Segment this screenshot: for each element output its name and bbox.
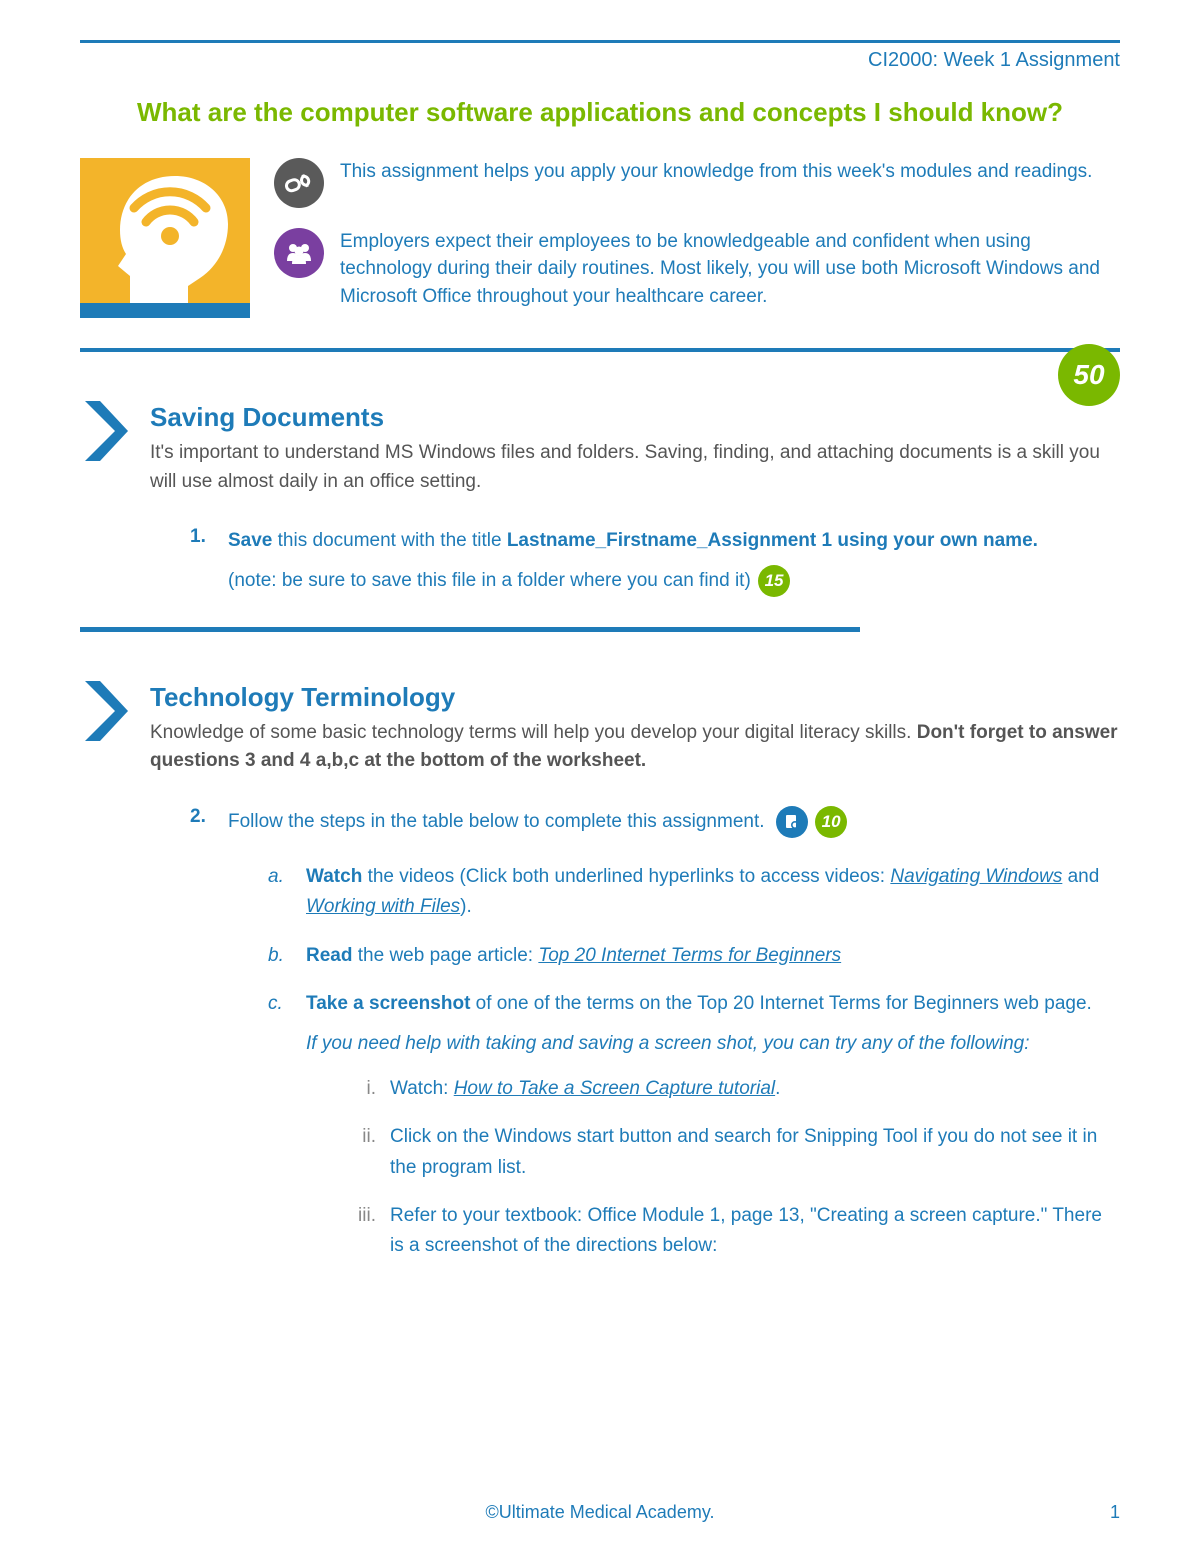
task-1-bold: Lastname_Firstname_Assignment 1 using yo… [507, 530, 1038, 551]
task-2-points-badge: 10 [815, 806, 847, 838]
intro-item-link: This assignment helps you apply your kno… [274, 158, 1120, 208]
sub-b-body: Read the web page article: Top 20 Intern… [306, 941, 1120, 971]
section2-desc-plain: Knowledge of some basic technology terms… [150, 722, 917, 743]
sub-b-mid: the web page article: [352, 945, 538, 966]
sub-c-hint: If you need help with taking and saving … [306, 1029, 1120, 1059]
sub-a-mid1: the videos (Click both underlined hyperl… [362, 866, 890, 887]
roman-iii: iii. Refer to your textbook: Office Modu… [346, 1201, 1120, 1262]
task-1-number: 1. [190, 526, 216, 596]
link-screen-capture-tutorial[interactable]: How to Take a Screen Capture tutorial [454, 1078, 775, 1099]
task-2: 2. Follow the steps in the table below t… [190, 806, 1120, 1298]
sub-a-mid2: and [1062, 866, 1099, 887]
task-1: 1. Save this document with the title Las… [190, 526, 1120, 596]
roman-list: i. Watch: How to Take a Screen Capture t… [346, 1074, 1120, 1262]
task-1-points-badge: 15 [758, 565, 790, 597]
intro-items: This assignment helps you apply your kno… [274, 158, 1120, 331]
task-2-number: 2. [190, 806, 216, 1298]
footer-copyright: ©Ultimate Medical Academy. [485, 1502, 714, 1523]
section2-desc: Knowledge of some basic technology terms… [150, 719, 1120, 776]
section1-heading: Saving Documents [150, 402, 1120, 433]
sub-a-body: Watch the videos (Click both underlined … [306, 862, 1120, 923]
sub-b-lead: Read [306, 945, 352, 966]
people-icon [274, 228, 324, 278]
page-title: What are the computer software applicati… [100, 96, 1100, 130]
sub-b-letter: b. [268, 941, 292, 971]
chevron-icon [80, 396, 130, 466]
roman-iii-body: Refer to your textbook: Office Module 1,… [390, 1201, 1120, 1262]
task-1-lead: Save [228, 530, 272, 551]
header-label: CI2000: Week 1 Assignment [80, 49, 1120, 72]
task-1-note: (note: be sure to save this file in a fo… [228, 570, 751, 591]
intro-link-text: This assignment helps you apply your kno… [340, 158, 1092, 208]
roman-ii-num: ii. [346, 1122, 376, 1183]
top-rule [80, 40, 1120, 43]
intro-row: This assignment helps you apply your kno… [80, 158, 1120, 331]
intro-people-text: Employers expect their employees to be k… [340, 228, 1120, 311]
link-navigating-windows[interactable]: Navigating Windows [890, 866, 1062, 887]
roman-i: i. Watch: How to Take a Screen Capture t… [346, 1074, 1120, 1104]
roman-ii-body: Click on the Windows start button and se… [390, 1122, 1120, 1183]
task-1-mid: this document with the title [272, 530, 506, 551]
section2-heading: Technology Terminology [150, 682, 1120, 713]
section-saving-documents: Saving Documents It's important to under… [80, 402, 1120, 596]
section-rule-2 [80, 627, 860, 632]
sub-c-lead: Take a screenshot [306, 993, 470, 1014]
document-search-icon [776, 806, 808, 838]
roman-i-post: . [775, 1078, 780, 1099]
sub-item-b: b. Read the web page article: Top 20 Int… [268, 941, 1120, 971]
sub-item-a: a. Watch the videos (Click both underlin… [268, 862, 1120, 923]
roman-i-body: Watch: How to Take a Screen Capture tuto… [390, 1074, 1120, 1104]
section-technology-terminology: Technology Terminology Knowledge of some… [80, 682, 1120, 1298]
section1-desc: It's important to understand MS Windows … [150, 439, 1120, 496]
link-top-20-terms[interactable]: Top 20 Internet Terms for Beginners [538, 945, 841, 966]
sub-c-letter: c. [268, 989, 292, 1280]
roman-i-num: i. [346, 1074, 376, 1104]
sub-a-letter: a. [268, 862, 292, 923]
task-2-body: Follow the steps in the table below to c… [228, 806, 1120, 1298]
sub-item-c: c. Take a screenshot of one of the terms… [268, 989, 1120, 1280]
section-rule-1: 50 [80, 348, 1120, 352]
page-number: 1 [1110, 1502, 1120, 1523]
task-1-body: Save this document with the title Lastna… [228, 526, 1120, 596]
task-2-sublist: a. Watch the videos (Click both underlin… [268, 862, 1120, 1280]
intro-item-people: Employers expect their employees to be k… [274, 228, 1120, 311]
task-1-note-row: (note: be sure to save this file in a fo… [228, 565, 1120, 597]
chevron-icon [80, 676, 130, 746]
sub-a-tail: ). [460, 896, 472, 917]
roman-ii: ii. Click on the Windows start button an… [346, 1122, 1120, 1183]
sub-a-lead: Watch [306, 866, 362, 887]
total-points-badge: 50 [1058, 344, 1120, 406]
sub-c-mid: of one of the terms on the Top 20 Intern… [470, 993, 1091, 1014]
link-working-with-files[interactable]: Working with Files [306, 896, 460, 917]
sub-c-body: Take a screenshot of one of the terms on… [306, 989, 1120, 1280]
roman-iii-num: iii. [346, 1201, 376, 1262]
task-2-text: Follow the steps in the table below to c… [228, 811, 765, 832]
head-wifi-graphic [80, 158, 250, 318]
chain-link-icon [274, 158, 324, 208]
footer: ©Ultimate Medical Academy. 1 [80, 1502, 1120, 1523]
roman-i-pre: Watch: [390, 1078, 454, 1099]
